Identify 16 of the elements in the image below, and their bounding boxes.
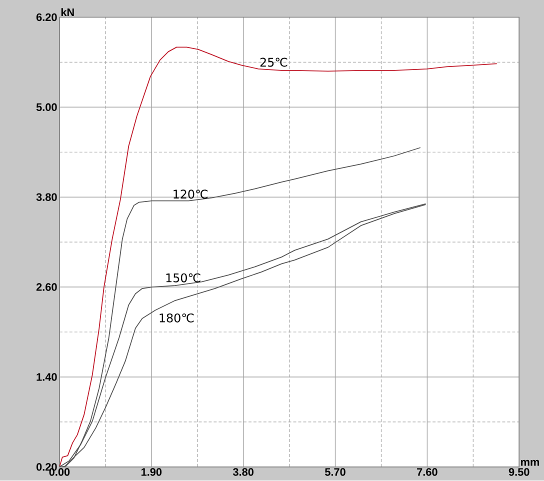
- y-tick-label: 5.00: [36, 104, 57, 112]
- y-tick-label: 6.20: [36, 14, 57, 22]
- y-tick-label: 2.60: [36, 283, 57, 292]
- series-label: 120℃: [174, 190, 208, 199]
- y-tick-label: 1.40: [36, 373, 57, 382]
- x-tick-label: 5.70: [324, 468, 346, 476]
- x-tick-label: 9.50: [508, 468, 530, 476]
- x-tick-label: 1.90: [141, 468, 162, 476]
- x-axis-title: mm: [521, 460, 540, 466]
- series-label: 25℃: [260, 58, 288, 67]
- x-tick-label: 3.80: [232, 468, 254, 476]
- series-label: 150℃: [166, 274, 200, 283]
- y-tick-label: 3.80: [36, 193, 57, 202]
- y-axis-title: kN: [61, 8, 74, 16]
- x-tick-label: 7.60: [417, 468, 438, 476]
- series-label: 180℃: [160, 314, 194, 323]
